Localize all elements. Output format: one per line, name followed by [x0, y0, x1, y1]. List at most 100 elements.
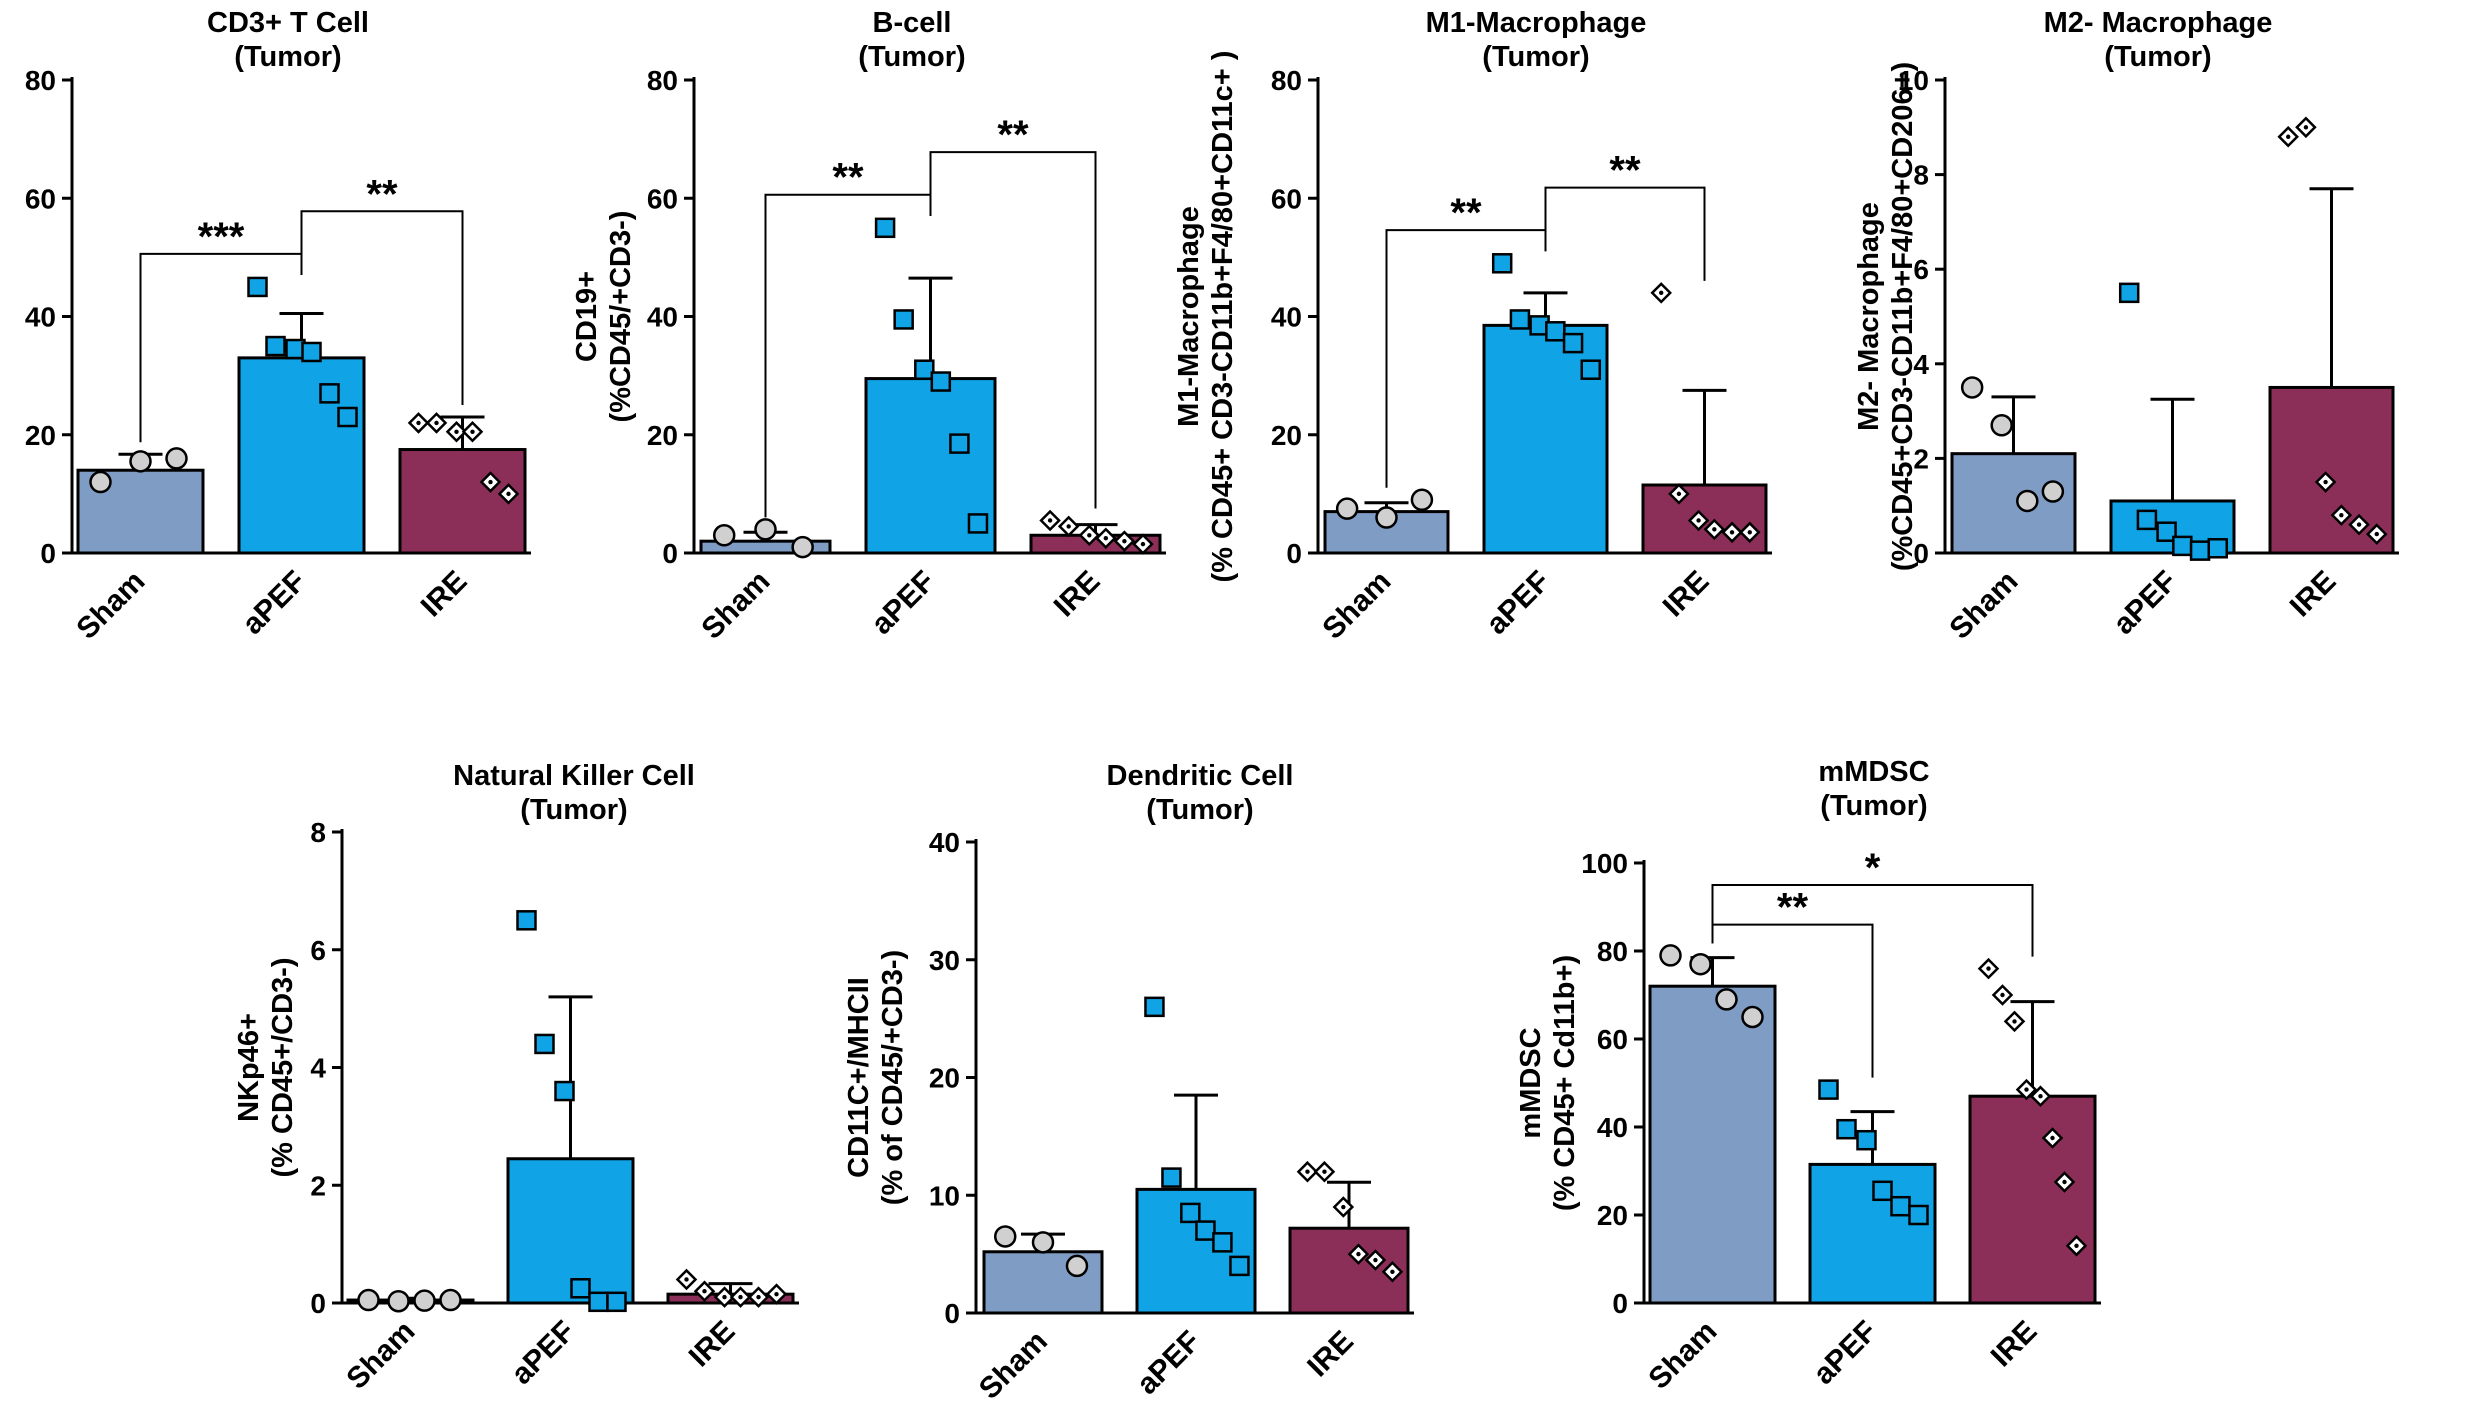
data-point: [1990, 414, 2013, 437]
data-point: [1212, 1232, 1233, 1253]
data-point-dot: [1696, 518, 1701, 523]
y-axis-label: M2- Macrophage: [1853, 202, 1885, 431]
y-tick-label: 20: [1271, 420, 1302, 451]
y-axis-label: (% CD45+/CD3-): [267, 958, 299, 1178]
y-axis-label: M1-Macrophage: [1173, 206, 1205, 427]
x-tick-label: Sham: [70, 565, 151, 646]
y-tick-label: 60: [1271, 183, 1302, 214]
significance-bracket: [929, 151, 1097, 509]
x-tick-label: IRE: [415, 565, 474, 624]
data-point-dot: [722, 1294, 727, 1300]
y-tick-label: 40: [1597, 1112, 1628, 1143]
data-point: [1818, 1079, 1839, 1100]
data-point-dot: [2000, 992, 2005, 998]
data-point: [712, 524, 736, 547]
bar-ire: [398, 448, 527, 555]
y-tick-label: 60: [1597, 1024, 1628, 1055]
x-tick-label: IRE: [1985, 1315, 2044, 1374]
y-tick-label: 2: [310, 1170, 326, 1201]
data-point: [1229, 1255, 1250, 1277]
y-tick-label: 30: [929, 945, 960, 976]
data-point-dot: [2323, 479, 2328, 485]
y-tick-label: 80: [647, 65, 678, 96]
data-point-dot: [1103, 536, 1109, 541]
y-tick-label: 40: [1271, 302, 1302, 333]
data-point-dot: [1066, 524, 1071, 529]
y-tick-label: 80: [1271, 65, 1302, 96]
data-point: [1545, 321, 1566, 342]
y-tick-label: 4: [1913, 349, 1929, 380]
data-point: [1856, 1129, 1877, 1151]
significance-label: **: [997, 113, 1029, 157]
x-tick-label: Sham: [695, 565, 776, 646]
data-point: [1144, 996, 1165, 1018]
x-tick-label: Sham: [1316, 565, 1397, 646]
data-point-dot: [1305, 1169, 1310, 1174]
y-tick-label: 100: [1581, 848, 1628, 879]
data-point: [1562, 332, 1584, 354]
y-axis-label: CD11C+/MHCII: [843, 977, 875, 1178]
data-point-dot: [2038, 1094, 2043, 1099]
significance-label: **: [1609, 149, 1641, 193]
data-point: [1715, 988, 1738, 1011]
y-tick-label: 20: [647, 420, 678, 451]
data-point: [2118, 282, 2140, 304]
y-tick-label: 60: [647, 183, 678, 214]
data-point-dot: [738, 1294, 743, 1300]
data-point: [516, 910, 537, 931]
y-axis-label: CD19+: [571, 271, 603, 362]
x-tick-label: IRE: [2284, 565, 2343, 624]
data-point: [1375, 506, 1398, 529]
data-point-dot: [2374, 531, 2379, 537]
significance-label: **: [832, 156, 864, 200]
data-point: [1689, 952, 1712, 976]
y-tick-label: 20: [25, 420, 56, 451]
x-tick-label: aPEF: [1131, 1325, 1207, 1401]
bar-sham: [1950, 452, 2077, 555]
data-point: [1960, 376, 1984, 399]
y-tick-label: 6: [310, 935, 326, 966]
significance-label: ***: [198, 215, 245, 259]
chart-title: (Tumor): [520, 794, 627, 826]
chart-title: (Tumor): [1146, 794, 1253, 826]
data-point-dot: [2012, 1019, 2017, 1024]
data-point: [129, 450, 152, 473]
data-point: [2041, 480, 2065, 503]
x-tick-label: Sham: [340, 1315, 421, 1396]
data-point: [1908, 1204, 1929, 1226]
data-point-dot: [774, 1291, 779, 1297]
data-point: [893, 309, 914, 330]
y-tick-label: 0: [1913, 538, 1929, 569]
data-point-dot: [702, 1289, 707, 1294]
data-point-dot: [416, 420, 421, 426]
significance-label: **: [1777, 886, 1809, 930]
y-tick-label: 10: [929, 1180, 960, 1211]
data-point: [413, 1289, 436, 1312]
data-point: [247, 276, 268, 298]
data-point: [2172, 535, 2193, 557]
data-point: [1491, 253, 1513, 274]
data-point: [2207, 538, 2229, 559]
panel-7: mMDSC(Tumor)mMDSC (% CD45+ Cd11b+)0204060…: [1515, 756, 2101, 1396]
data-point: [1065, 1254, 1089, 1278]
x-tick-label: aPEF: [2107, 565, 2183, 641]
x-tick-label: Sham: [1943, 565, 2024, 646]
data-point-dot: [1729, 530, 1735, 535]
data-point-dot: [488, 479, 493, 485]
y-tick-label: 0: [40, 538, 56, 569]
x-tick-label: IRE: [1048, 565, 1107, 624]
chart-title: CD3+ T Cell: [207, 7, 369, 39]
chart-title: (Tumor): [1482, 41, 1589, 73]
y-tick-label: 80: [1597, 936, 1628, 967]
data-point: [2189, 540, 2211, 561]
data-point-dot: [1986, 966, 1991, 971]
data-point: [89, 470, 112, 494]
y-tick-label: 2: [1913, 443, 1929, 474]
significance-bracket: [1711, 884, 2034, 957]
y-tick-label: 10: [1898, 65, 1929, 96]
data-point-dot: [2356, 522, 2362, 527]
data-point-dot: [1356, 1251, 1361, 1257]
data-point: [570, 1278, 591, 1299]
data-point: [1890, 1195, 1911, 1217]
